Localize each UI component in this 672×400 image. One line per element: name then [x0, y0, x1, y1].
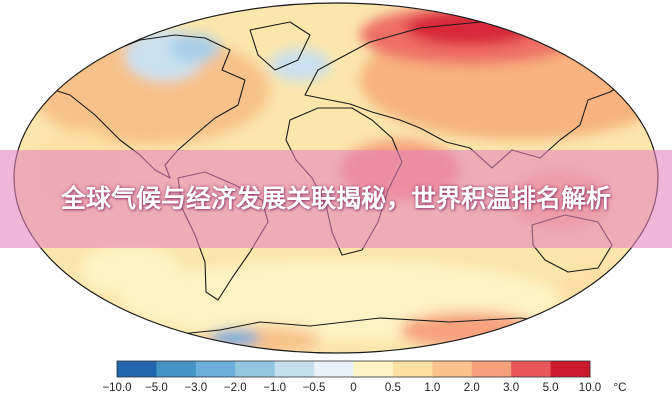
eurasia-coastline	[304, 21, 633, 169]
antarctica-coastline	[39, 317, 658, 353]
page-title: 全球气候与经济发展关联揭秘，世界积温排名解析	[60, 184, 611, 213]
greenland-coastline	[249, 21, 311, 71]
north-america-coastline	[39, 34, 246, 179]
title-banner: 全球气候与经济发展关联揭秘，世界积温排名解析	[0, 150, 672, 248]
